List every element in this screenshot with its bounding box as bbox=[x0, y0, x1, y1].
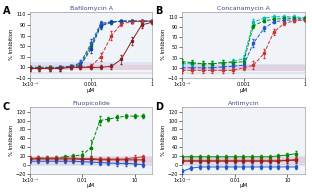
Bar bbox=[30, 156, 152, 165]
Y-axis label: % Inhibition: % Inhibition bbox=[9, 29, 14, 60]
X-axis label: μM: μM bbox=[240, 88, 248, 93]
Title: Concanamycin A: Concanamycin A bbox=[217, 6, 270, 10]
Text: C: C bbox=[3, 102, 10, 112]
Y-axis label: % Inhibition: % Inhibition bbox=[9, 125, 14, 156]
Bar bbox=[182, 156, 305, 165]
Bar bbox=[182, 157, 305, 163]
Text: B: B bbox=[155, 6, 163, 16]
Title: Bafilomycin A: Bafilomycin A bbox=[70, 6, 113, 10]
Bar bbox=[30, 62, 152, 70]
X-axis label: μM: μM bbox=[240, 184, 248, 188]
X-axis label: μM: μM bbox=[87, 88, 95, 93]
Y-axis label: % Inhibition: % Inhibition bbox=[161, 29, 166, 60]
Title: Fluopicolide: Fluopicolide bbox=[72, 101, 110, 106]
Bar bbox=[182, 65, 305, 71]
Bar bbox=[182, 64, 305, 71]
Text: A: A bbox=[3, 6, 10, 16]
Bar bbox=[30, 65, 152, 70]
Text: D: D bbox=[155, 102, 163, 112]
Y-axis label: % Inhibition: % Inhibition bbox=[161, 125, 166, 156]
Title: Antimycin: Antimycin bbox=[228, 101, 259, 106]
Bar bbox=[30, 157, 152, 163]
X-axis label: μM: μM bbox=[87, 184, 95, 188]
